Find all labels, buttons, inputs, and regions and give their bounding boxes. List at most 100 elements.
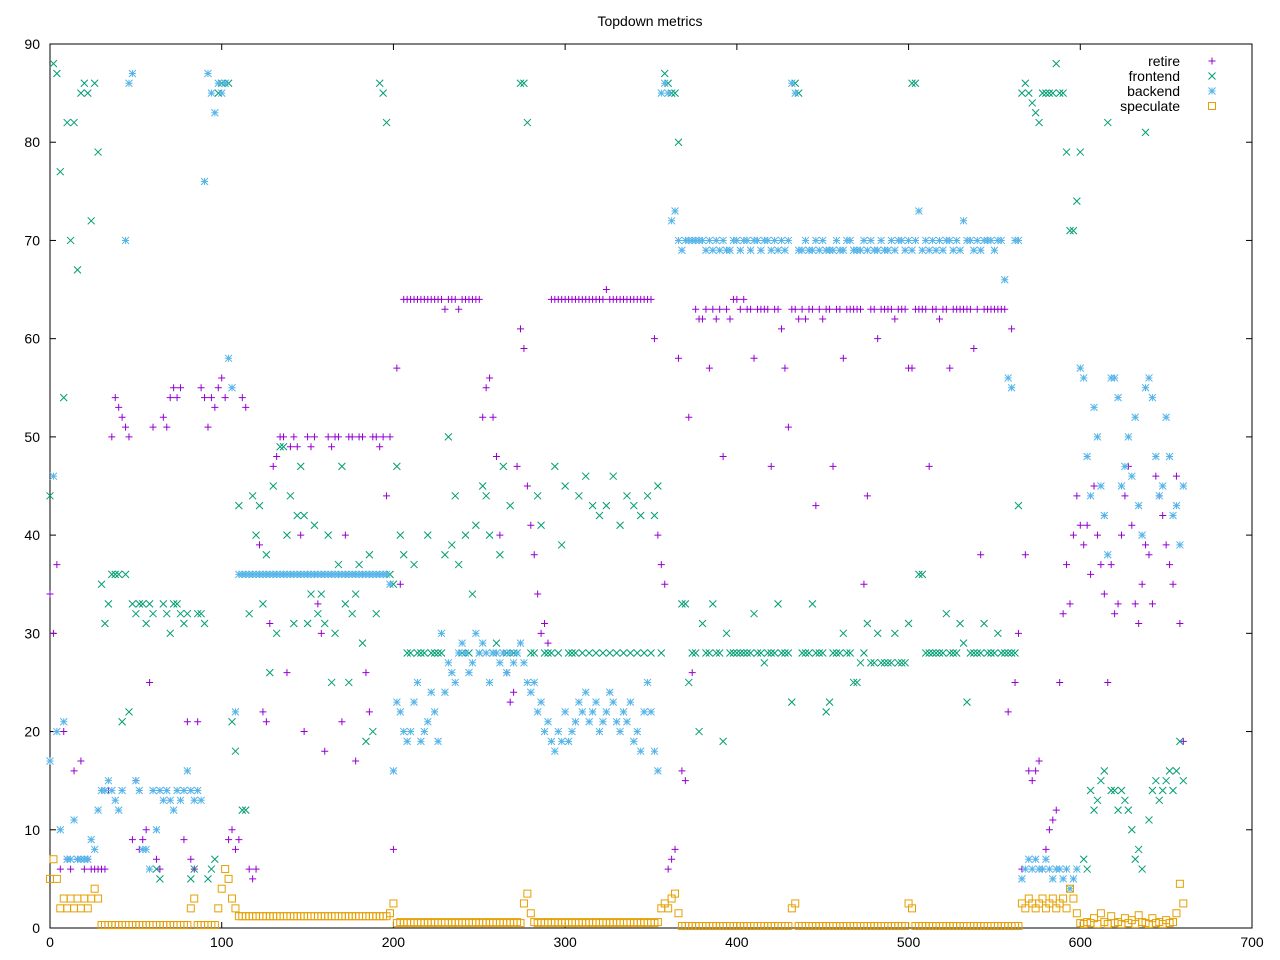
y-tick-label: 90 bbox=[24, 36, 40, 52]
frontend-point bbox=[135, 600, 144, 608]
backend-point bbox=[176, 796, 185, 805]
backend-point bbox=[733, 236, 741, 245]
retire-point bbox=[541, 620, 549, 628]
speculate-point bbox=[389, 899, 398, 908]
backend-point bbox=[763, 236, 772, 245]
frontend-point bbox=[152, 865, 161, 873]
frontend-point bbox=[183, 609, 192, 618]
backend-point bbox=[818, 236, 827, 245]
frontend-point bbox=[575, 491, 583, 500]
x-tick-label: 0 bbox=[46, 934, 54, 950]
retire-point bbox=[328, 443, 336, 451]
backend-point bbox=[83, 855, 92, 864]
retire-point bbox=[767, 462, 775, 470]
backend-point bbox=[623, 717, 631, 726]
backend-point bbox=[698, 236, 707, 245]
frontend-point bbox=[1138, 865, 1146, 873]
frontend-point bbox=[956, 619, 964, 628]
retire-point bbox=[887, 305, 895, 313]
frontend-point bbox=[368, 727, 377, 736]
backend-point bbox=[135, 786, 144, 795]
frontend-point bbox=[743, 649, 752, 657]
backend-point bbox=[482, 649, 491, 657]
backend-point bbox=[1165, 452, 1174, 461]
backend-point bbox=[118, 786, 126, 795]
retire-point bbox=[214, 384, 222, 392]
retire-point bbox=[778, 325, 786, 333]
frontend-point bbox=[97, 580, 106, 589]
backend-point bbox=[557, 737, 566, 746]
retire-point bbox=[338, 718, 346, 726]
frontend-point bbox=[609, 472, 618, 481]
backend-point bbox=[1131, 413, 1140, 422]
retire-point bbox=[733, 295, 741, 303]
retire-point bbox=[784, 423, 792, 431]
retire-point bbox=[152, 855, 160, 863]
frontend-point bbox=[1117, 786, 1126, 795]
speculate-point bbox=[186, 904, 195, 913]
retire-point bbox=[1090, 482, 1098, 490]
retire-point bbox=[1097, 561, 1105, 569]
backend-point bbox=[956, 246, 964, 255]
backend-point bbox=[1024, 855, 1033, 864]
backend-point bbox=[640, 708, 648, 716]
backend-point bbox=[575, 698, 583, 706]
retire-point bbox=[262, 718, 270, 726]
frontend-point bbox=[245, 609, 254, 618]
speculate-point bbox=[671, 889, 680, 898]
retire-point bbox=[922, 305, 930, 313]
frontend-point bbox=[811, 649, 820, 657]
retire-point bbox=[1148, 600, 1156, 608]
frontend-point bbox=[904, 619, 913, 628]
frontend-point bbox=[193, 609, 202, 618]
frontend-point bbox=[712, 649, 721, 657]
retire-point bbox=[1118, 531, 1125, 539]
frontend-point bbox=[1055, 89, 1064, 97]
backend-point bbox=[132, 776, 140, 785]
speculate-point bbox=[70, 904, 79, 913]
retire-point bbox=[1001, 305, 1009, 313]
backend-point bbox=[70, 816, 78, 824]
retire-point bbox=[1028, 777, 1036, 785]
backend-point bbox=[475, 649, 484, 657]
frontend-point bbox=[1004, 649, 1013, 657]
backend-point bbox=[860, 236, 868, 245]
backend-point bbox=[485, 678, 494, 687]
frontend-point bbox=[1093, 796, 1102, 805]
retire-point bbox=[681, 777, 689, 785]
frontend-point bbox=[856, 658, 865, 667]
frontend-point bbox=[842, 649, 851, 657]
speculate-point bbox=[1072, 909, 1081, 918]
frontend-point bbox=[636, 511, 645, 520]
frontend-point bbox=[293, 511, 302, 520]
backend-point bbox=[702, 246, 710, 255]
backend-point bbox=[781, 246, 789, 255]
backend-point bbox=[1179, 482, 1188, 490]
backend-point bbox=[441, 688, 449, 697]
backend-point bbox=[976, 246, 985, 255]
frontend-point bbox=[351, 590, 360, 598]
backend-point bbox=[1114, 393, 1122, 402]
frontend-point bbox=[90, 79, 99, 88]
frontend-point bbox=[434, 649, 442, 657]
frontend-point bbox=[451, 491, 460, 500]
retire-point bbox=[245, 865, 253, 873]
backend-point bbox=[1097, 482, 1105, 490]
backend-point bbox=[592, 698, 600, 706]
frontend-point bbox=[578, 649, 587, 657]
frontend-point bbox=[324, 531, 333, 539]
backend-point bbox=[523, 678, 532, 687]
backend-point bbox=[736, 246, 745, 255]
retire-point bbox=[372, 433, 380, 441]
backend-point bbox=[595, 727, 604, 736]
retire-point bbox=[1049, 816, 1057, 824]
frontend-point bbox=[1151, 776, 1160, 785]
retire-point bbox=[255, 541, 263, 549]
backend-point bbox=[815, 246, 824, 255]
backend-point bbox=[770, 236, 779, 245]
retire-point bbox=[836, 305, 844, 313]
retire-point bbox=[273, 453, 281, 461]
backend-point bbox=[585, 717, 594, 726]
backend-point bbox=[173, 786, 181, 795]
frontend-point bbox=[296, 462, 305, 471]
